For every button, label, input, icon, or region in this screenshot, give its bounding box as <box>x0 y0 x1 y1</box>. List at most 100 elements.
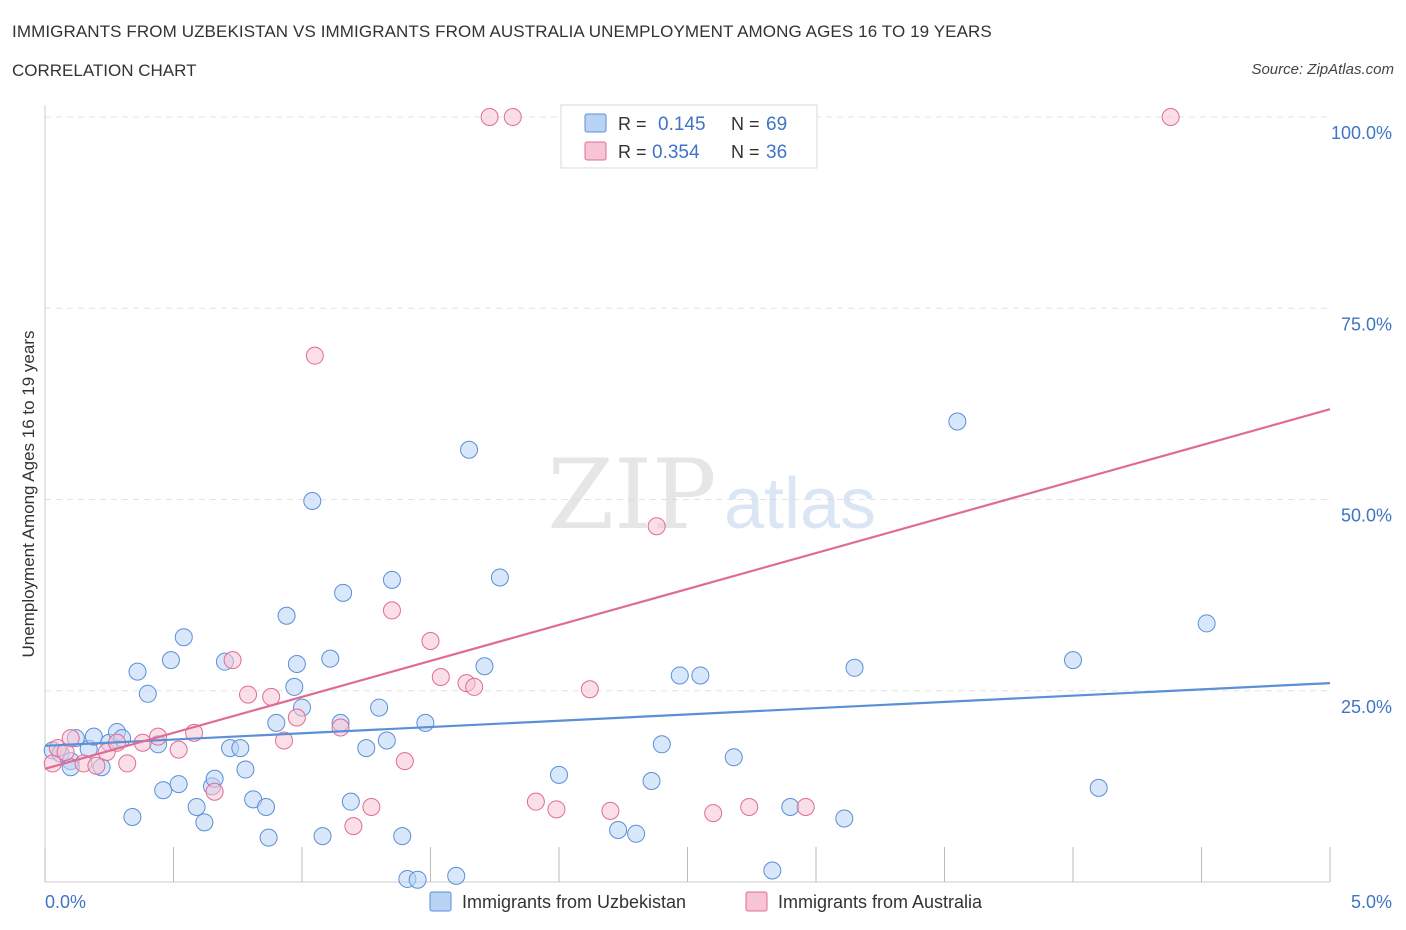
series-legend-swatch-australia <box>745 891 768 912</box>
australia-point-14 <box>223 651 242 670</box>
australia-point-26 <box>431 667 450 686</box>
uzbekistan-point-16 <box>161 651 180 670</box>
series-legend-swatch-uzbekistan <box>429 891 452 912</box>
uzbekistan-point-12 <box>128 662 147 681</box>
australia-point-33 <box>580 680 599 699</box>
watermark-atlas: atlas <box>724 464 876 544</box>
uzbekistan-point-67 <box>1089 778 1108 797</box>
australia-point-39 <box>1161 108 1180 126</box>
uzbekistan-point-52 <box>490 568 509 587</box>
australia-point-24 <box>395 752 414 771</box>
uzbekistan-point-29 <box>259 828 278 847</box>
uzbekistan-point-56 <box>642 772 661 791</box>
uzbekistan-point-48 <box>416 713 435 732</box>
uzbekistan-point-18 <box>174 628 193 647</box>
uzbekistan-point-66 <box>1064 651 1082 670</box>
uzbekistan-point-17 <box>169 775 188 794</box>
legend-r-value-1: 0.145 <box>658 114 706 135</box>
uzbekistan-point-55 <box>627 824 646 843</box>
uzbekistan-point-28 <box>257 798 276 817</box>
series-legend: Immigrants from Uzbekistan Immigrants fr… <box>429 891 983 912</box>
series-legend-label-uzbekistan: Immigrants from Uzbekistan <box>462 892 686 912</box>
legend-n-label-2: N = <box>731 142 760 162</box>
uzbekistan-point-44 <box>382 570 401 589</box>
uzbekistan-point-47 <box>408 870 427 889</box>
uzbekistan-point-25 <box>231 739 250 758</box>
uzbekistan-point-37 <box>321 649 340 668</box>
x-tick-labels: 0.0% 5.0% <box>45 892 1392 912</box>
trend-lines <box>44 408 1331 770</box>
australia-point-31 <box>526 792 545 811</box>
australia-point-18 <box>287 708 306 727</box>
uzbekistan-point-57 <box>652 735 671 754</box>
series-legend-label-australia: Immigrants from Australia <box>778 892 983 912</box>
uzbekistan-point-26 <box>236 760 255 779</box>
legend-swatch-australia <box>584 141 607 161</box>
source-note: Source: ZipAtlas.com <box>1251 61 1394 78</box>
uzbekistan-point-11 <box>123 807 142 826</box>
uzbekistan-point-61 <box>763 861 782 880</box>
uzbekistan-point-30 <box>267 713 286 732</box>
australia-point-28 <box>465 677 484 696</box>
australia-point-19 <box>305 346 324 365</box>
australia-point-37 <box>740 798 759 817</box>
y-tick-label-3: 100.0% <box>1331 123 1392 143</box>
trend-line-australia <box>44 408 1331 770</box>
uzbekistan-point-41 <box>357 739 376 758</box>
australia-point-3 <box>61 729 80 748</box>
uzbekistan-point-35 <box>303 492 322 511</box>
uzbekistan-point-64 <box>845 658 864 677</box>
australia-point-23 <box>382 601 401 620</box>
legend-swatch-uzbekistan <box>584 113 607 133</box>
australia-point-36 <box>704 804 723 823</box>
australia-point-29 <box>480 108 499 126</box>
australia-point-15 <box>239 685 258 704</box>
grid-lines <box>45 116 1330 692</box>
uzbekistan-point-60 <box>724 748 743 767</box>
uzbekistan-point-58 <box>670 666 689 685</box>
uzbekistan-point-63 <box>835 809 854 828</box>
uzbekistan-point-50 <box>460 440 479 459</box>
australia-point-13 <box>205 782 224 801</box>
legend-r-label-2: R = <box>618 142 647 162</box>
uzbekistan-point-65 <box>948 412 967 431</box>
uzbekistan-point-20 <box>195 813 214 832</box>
uzbekistan-point-54 <box>609 820 628 839</box>
uzbekistan-point-53 <box>550 765 568 784</box>
uzbekistan-point-40 <box>341 792 360 811</box>
watermark-zip: ZIP <box>547 439 716 551</box>
legend-n-value-1: 69 <box>766 114 787 135</box>
y-tick-label-2: 75.0% <box>1341 314 1392 334</box>
uzbekistan-point-15 <box>154 781 173 800</box>
australia-point-30 <box>503 108 522 126</box>
chart-subtitle: CORRELATION CHART <box>12 61 197 80</box>
y-tick-labels: 25.0% 50.0% 75.0% 100.0% <box>1331 123 1392 717</box>
australia-point-20 <box>331 718 350 737</box>
y-tick-label-0: 25.0% <box>1341 697 1392 717</box>
x-tick-label-0: 0.0% <box>45 892 86 912</box>
uzbekistan-point-13 <box>138 684 157 703</box>
uzbekistan-point-19 <box>187 798 206 817</box>
stats-legend: R = 0.145 N = 69 R = 0.354 N = 36 <box>560 104 818 169</box>
uzbekistan-point-33 <box>287 654 306 673</box>
australia-point-32 <box>547 800 566 819</box>
uzbekistan-point-51 <box>475 657 494 676</box>
uzbekistan-point-45 <box>393 827 412 846</box>
uzbekistan-point-42 <box>370 698 389 717</box>
uzbekistan-point-31 <box>277 606 296 625</box>
chart-title: IMMIGRANTS FROM UZBEKISTAN VS IMMIGRANTS… <box>12 22 992 41</box>
uzbekistan-point-62 <box>781 798 800 817</box>
australia-point-35 <box>647 517 666 536</box>
legend-r-value-2: 0.354 <box>652 142 700 163</box>
x-tick-label-1: 5.0% <box>1351 892 1392 912</box>
watermark: ZIP atlas <box>547 439 876 551</box>
uzbekistan-point-68 <box>1197 614 1216 633</box>
uzbekistan-point-43 <box>377 731 396 750</box>
trend-line-uzbekistan <box>44 682 1331 747</box>
australia-point-22 <box>362 798 381 817</box>
australia-point-34 <box>601 801 620 820</box>
uzbekistan-point-6 <box>84 727 103 746</box>
australia-point-17 <box>275 731 294 750</box>
legend-n-label-1: N = <box>731 114 760 134</box>
